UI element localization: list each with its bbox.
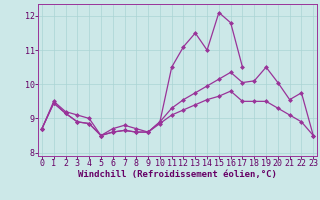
X-axis label: Windchill (Refroidissement éolien,°C): Windchill (Refroidissement éolien,°C): [78, 170, 277, 179]
